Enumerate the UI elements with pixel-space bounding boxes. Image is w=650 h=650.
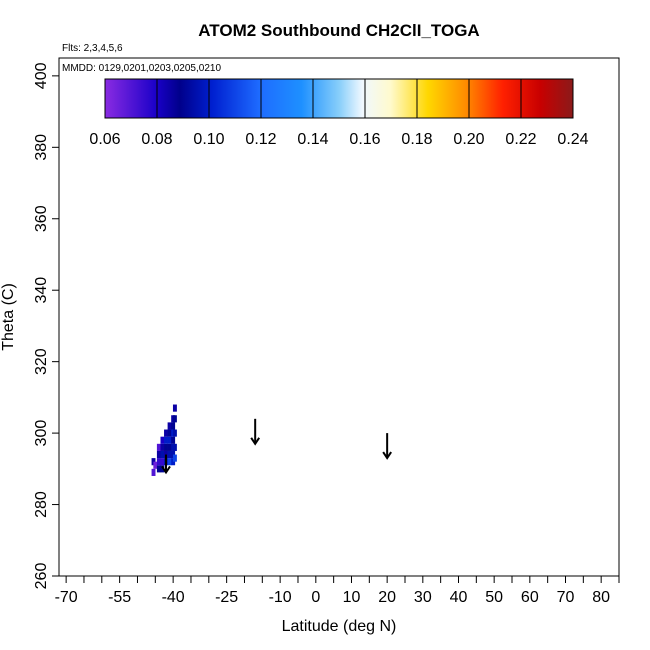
heatmap-cell bbox=[156, 458, 161, 466]
x-tick-label: 70 bbox=[557, 589, 575, 606]
x-tick-label: 40 bbox=[450, 589, 468, 606]
colorbar-tick-label: 0.20 bbox=[453, 131, 484, 148]
arrow-annotations bbox=[161, 418, 392, 475]
colorbar-tick-label: 0.12 bbox=[245, 131, 276, 148]
x-tick-label: -40 bbox=[162, 589, 185, 606]
colorbar-tick-label: 0.16 bbox=[349, 131, 380, 148]
y-tick-label: 260 bbox=[33, 563, 50, 590]
x-axis-label: Latitude (deg N) bbox=[282, 618, 397, 635]
flights-note: Flts: 2,3,4,5,6 bbox=[62, 43, 123, 54]
heatmap-cell bbox=[160, 450, 165, 459]
heatmap-cell bbox=[156, 450, 161, 459]
heatmap-cell bbox=[172, 443, 177, 451]
x-tick-label: -25 bbox=[215, 589, 238, 606]
heatmap-cell bbox=[167, 422, 172, 430]
plot-frame bbox=[58, 57, 620, 577]
heatmap-cell bbox=[156, 443, 161, 451]
x-tick-label: 0 bbox=[311, 589, 320, 606]
heatmap-cell bbox=[156, 465, 161, 473]
heatmap-cell bbox=[167, 458, 172, 466]
y-tick-label: 340 bbox=[33, 277, 50, 304]
dates-note: MMDD: 0129,0201,0203,0205,0210 bbox=[62, 63, 221, 74]
colorbar-tick-label: 0.22 bbox=[505, 131, 536, 148]
x-tick-label: -10 bbox=[269, 589, 292, 606]
x-tick-label: -70 bbox=[55, 589, 78, 606]
heatmap-cell bbox=[167, 429, 172, 437]
y-axis: 260 280 300 320 340 360 380 400 bbox=[33, 62, 59, 589]
heatmap-cells bbox=[151, 404, 177, 476]
heatmap-cell bbox=[167, 450, 172, 459]
arrow-head bbox=[161, 465, 171, 475]
chart-title: ATOM2 Southbound CH2ClI_TOGA bbox=[198, 21, 479, 40]
heatmap-cell bbox=[160, 436, 165, 444]
colorbar-tick-label: 0.08 bbox=[141, 131, 172, 148]
y-tick-label: 400 bbox=[33, 62, 50, 89]
x-tick-label: 30 bbox=[414, 589, 432, 606]
arrow-head bbox=[382, 451, 392, 460]
x-tick-label: 50 bbox=[485, 589, 503, 606]
arrow-head bbox=[250, 437, 261, 446]
heatmap-cell bbox=[171, 436, 176, 444]
colorbar-tick-label: 0.06 bbox=[89, 131, 120, 148]
heatmap-cell bbox=[167, 443, 172, 451]
x-axis: -70 -55 -40 -25 -10 0 10 20 30 40 50 60 70 80 bbox=[55, 576, 620, 606]
heatmap-cell bbox=[172, 454, 177, 462]
colorbar-tick-label: 0.14 bbox=[297, 131, 328, 148]
heatmap-cell bbox=[164, 443, 168, 451]
heatmap-cell bbox=[172, 404, 177, 412]
heatmap-cell bbox=[171, 422, 176, 430]
colorbar-ticks: 0.06 0.08 0.10 0.12 0.14 0.16 0.18 0.20 0.22 0.24 bbox=[89, 79, 589, 148]
y-tick-label: 320 bbox=[33, 348, 50, 375]
y-tick-label: 280 bbox=[33, 491, 50, 518]
heatmap-cell bbox=[160, 443, 165, 451]
heatmap-cell bbox=[167, 436, 172, 444]
x-tick-label: 80 bbox=[592, 589, 610, 606]
colorbar-bar bbox=[104, 78, 574, 119]
heatmap-cell bbox=[151, 468, 156, 476]
colorbar-tick-label: 0.10 bbox=[193, 131, 224, 148]
x-tick-label: 10 bbox=[343, 589, 361, 606]
x-tick-label: 60 bbox=[521, 589, 539, 606]
colorbar-tick-label: 0.24 bbox=[557, 131, 588, 148]
heatmap-cell bbox=[172, 415, 177, 423]
heatmap-cell bbox=[153, 461, 158, 469]
heatmap-cell bbox=[172, 429, 177, 437]
y-tick-label: 360 bbox=[33, 205, 50, 232]
x-tick-label: 20 bbox=[378, 589, 396, 606]
colorbar-tick-label: 0.18 bbox=[401, 131, 432, 148]
y-tick-label: 300 bbox=[33, 420, 50, 447]
y-tick-label: 380 bbox=[33, 134, 50, 161]
x-tick-label: -55 bbox=[108, 589, 131, 606]
heatmap-cell bbox=[164, 429, 168, 437]
y-axis-label: Theta (C) bbox=[0, 283, 17, 351]
heatmap-cell bbox=[160, 458, 165, 466]
colorbar: 0.06 0.08 0.10 0.12 0.14 0.16 0.18 0.20 0.22 0.24 bbox=[89, 78, 589, 148]
heatmap-cell bbox=[164, 436, 168, 444]
